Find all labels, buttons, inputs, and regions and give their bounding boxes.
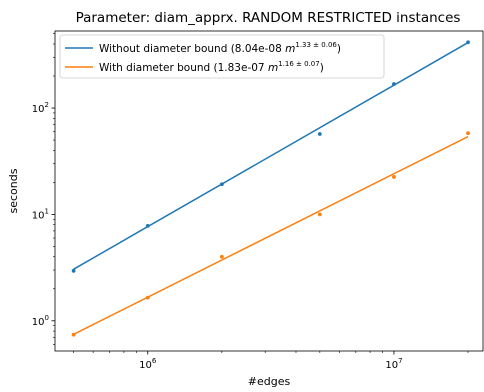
plot-frame [54,30,484,352]
data-point-2 [466,131,470,136]
fit-line-2 [73,135,469,335]
y-tick-label: 100 [32,314,49,328]
data-point-2 [219,254,224,259]
x-axis-label: #edges [248,375,291,388]
legend-box [59,34,385,79]
legend-label-2: With diameter bound (1.83e-07 m1.16 ± 0.… [99,60,324,74]
data-point-1 [145,223,150,228]
y-axis-label: seconds [7,168,20,213]
data-point-2 [71,332,76,337]
data-point-2 [145,295,150,300]
legend: Without diameter bound (8.04e-08 m1.33 ±… [59,34,385,79]
plot-content [71,40,470,337]
y-tick-label: 102 [32,101,49,115]
fit-line-1 [73,41,469,270]
data-point-1 [392,82,396,86]
axis-ticks: 106 107 100 101 102 [32,33,469,371]
data-point-1 [219,182,224,187]
x-tick-label: 107 [385,357,402,371]
legend-label-1: Without diameter bound (8.04e-08 m1.33 ±… [99,41,341,55]
x-tick-label: 106 [139,357,157,371]
data-point-2 [392,175,396,179]
data-point-1 [71,268,76,273]
data-point-1 [466,40,470,45]
data-point-1 [317,132,322,136]
data-point-2 [317,212,322,217]
y-tick-label: 101 [32,207,49,221]
chart-title: Parameter: diam_apprx. RANDOM RESTRICTED… [76,10,461,26]
